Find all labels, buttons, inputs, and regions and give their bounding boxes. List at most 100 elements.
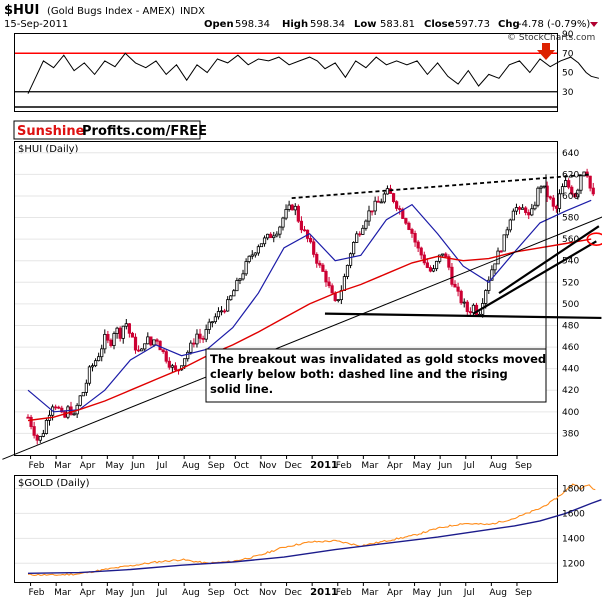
candle-body <box>551 197 555 207</box>
candle-body <box>468 311 472 314</box>
candle-body <box>530 208 534 216</box>
candle-body <box>376 200 380 203</box>
candle-body <box>434 260 439 270</box>
candle-body <box>302 229 307 232</box>
candle-body <box>136 349 141 352</box>
candle-body <box>391 193 396 203</box>
candle-body <box>198 333 202 339</box>
high-value: 598.34 <box>310 19 345 30</box>
candle-body <box>361 227 365 235</box>
candle-body <box>32 426 36 436</box>
candle-body <box>459 290 463 304</box>
candle-body <box>219 310 224 313</box>
candle-body <box>106 333 110 341</box>
x-tick-label: Feb <box>336 461 352 471</box>
price-tick-label: 520 <box>562 278 579 288</box>
candle-body <box>564 180 568 187</box>
candle-body <box>149 336 153 346</box>
rsi-line <box>27 52 600 94</box>
close-label: Close <box>424 19 455 30</box>
candle-body <box>514 207 519 212</box>
candle-body <box>238 278 242 281</box>
candle-body <box>299 220 304 231</box>
symbol: $HUI <box>4 3 39 18</box>
chg-label: Chg <box>498 19 520 30</box>
x-tick-label: Sep <box>208 461 225 471</box>
candles <box>26 168 595 445</box>
candle-body <box>115 327 119 334</box>
candle-body <box>167 360 171 368</box>
candle-body <box>348 253 353 266</box>
price-panel-title: $HUI (Daily) <box>18 144 79 155</box>
candle-body <box>419 247 423 256</box>
rsi-tick-label: 30 <box>562 88 574 98</box>
candle-body <box>385 188 390 195</box>
candle-body <box>229 295 233 301</box>
candle-body <box>579 175 583 191</box>
x-tick-label: Jun <box>437 588 452 598</box>
candle-body <box>542 185 546 188</box>
price-tick-label: 640 <box>562 149 579 159</box>
x-tick-label: Jul <box>156 588 168 598</box>
candle-body <box>490 269 494 281</box>
candle-body <box>567 180 571 188</box>
gold-panel <box>14 475 558 583</box>
candle-body <box>318 262 322 266</box>
candle-body <box>520 207 525 210</box>
candle-body <box>241 273 245 280</box>
candle-body <box>262 237 267 245</box>
price-tick-label: 460 <box>562 343 579 353</box>
candle-body <box>97 356 101 362</box>
candle-body <box>232 290 236 297</box>
high-label: High <box>282 19 308 30</box>
x-tick-label: May <box>413 461 432 471</box>
candle-body <box>189 342 193 353</box>
candle-body <box>152 339 156 346</box>
candle-body <box>130 332 135 338</box>
x-tick-label: 2011 <box>310 587 338 598</box>
candle-body <box>140 348 144 352</box>
candle-body <box>554 205 558 209</box>
x-tick-label: Aug <box>182 461 200 471</box>
candle-body <box>84 382 88 393</box>
candle-body <box>505 229 509 236</box>
candle-body <box>591 187 595 195</box>
candle-body <box>216 311 221 318</box>
candle-body <box>259 243 264 248</box>
candle-body <box>244 261 248 275</box>
candle-body <box>284 209 288 219</box>
candle-body <box>223 310 227 313</box>
candle-body <box>269 233 273 239</box>
price-tick-label: 620 <box>562 170 579 180</box>
x-tick-label: Jun <box>437 461 452 471</box>
candle-body <box>146 336 150 345</box>
candle-body <box>447 256 451 268</box>
axis-layer: 30 50 70 90 380 400 420 440 460 480 500 520 540 560 58… <box>29 30 586 598</box>
candle-body <box>35 434 39 441</box>
candle-body <box>524 207 528 213</box>
candle-body <box>315 253 319 264</box>
candle-body <box>425 262 429 268</box>
rsi-tick-label: 70 <box>562 49 574 59</box>
candle-body <box>121 325 125 339</box>
x-tick-label: Aug <box>489 588 507 598</box>
candle-body <box>173 365 178 371</box>
price-panel <box>14 141 558 456</box>
gold-tick-label: 1400 <box>562 534 585 544</box>
x-tick-label: May <box>413 588 432 598</box>
x-tick-label: Mar <box>54 461 71 471</box>
trendline <box>472 240 597 315</box>
x-tick-label: May <box>105 461 124 471</box>
price-tick-label: 480 <box>562 321 579 331</box>
candle-body <box>373 200 377 212</box>
gold-ma-line <box>27 499 602 574</box>
candle-body <box>103 333 107 350</box>
candle-body <box>124 323 128 327</box>
gold-price-line <box>27 483 596 576</box>
rsi-panel <box>14 33 558 112</box>
x-tick-label: Nov <box>259 588 277 598</box>
candle-body <box>204 329 208 340</box>
candle-body <box>527 212 531 216</box>
trendline <box>291 173 592 200</box>
candle-body <box>398 208 402 210</box>
